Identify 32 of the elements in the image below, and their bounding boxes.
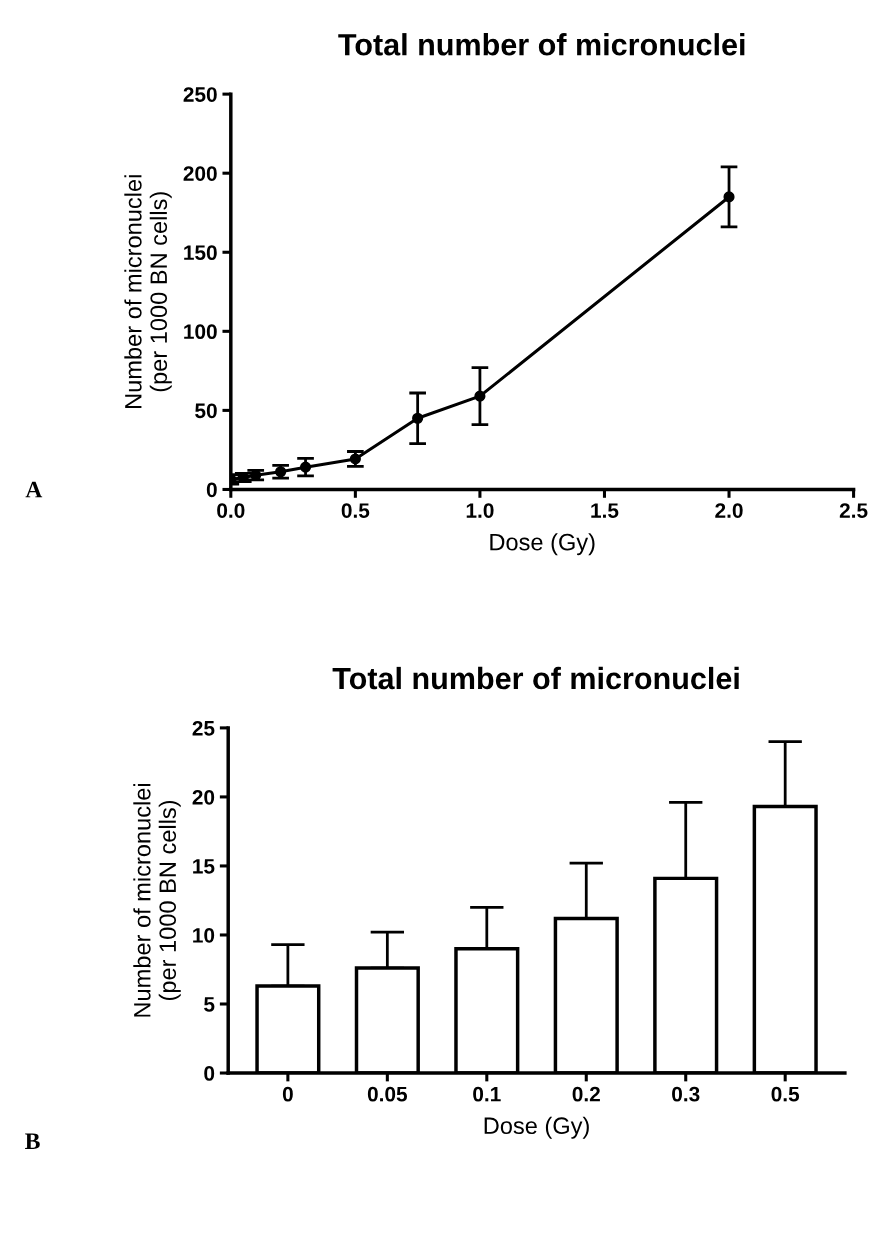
y-axis-title: Number of micronuclei (per 1000 BN cells) bbox=[133, 783, 181, 1017]
x-tick-label: 0.5 bbox=[341, 503, 370, 518]
y-tick-label: 20 bbox=[192, 789, 215, 805]
x-tick-label: 0.2 bbox=[572, 1086, 600, 1102]
x-tick-label: 0.0 bbox=[217, 503, 245, 518]
x-tick-label: 0.5 bbox=[771, 1086, 800, 1102]
y-tick-label: 15 bbox=[193, 859, 215, 874]
y-tick-label: 200 bbox=[183, 166, 217, 181]
x-tick-label: 1.0 bbox=[466, 503, 494, 518]
y-tick-label: 0 bbox=[206, 482, 217, 498]
x-tick-label: 0 bbox=[282, 1086, 293, 1102]
y-tick-label: 50 bbox=[195, 403, 217, 419]
x-axis-title: Dose (Gy) bbox=[490, 533, 595, 556]
x-tick-label: 2.5 bbox=[839, 503, 868, 518]
text: A bbox=[25, 481, 43, 498]
y-tick-label: 100 bbox=[184, 324, 217, 340]
x-axis-title: Dose (Gy) bbox=[484, 1116, 589, 1139]
x-tick-label: 1.5 bbox=[591, 503, 619, 518]
y-tick-label: 10 bbox=[193, 927, 215, 943]
y-tick-label: 150 bbox=[184, 245, 217, 261]
y-tick-label: 5 bbox=[204, 997, 215, 1012]
chart-title: Total number of micronuclei bbox=[338, 33, 745, 56]
y-tick-label: 0 bbox=[204, 1066, 215, 1081]
y-tick-label: 25 bbox=[192, 720, 215, 736]
x-tick-label: 0.05 bbox=[367, 1086, 408, 1102]
y-tick-label: 250 bbox=[183, 87, 217, 102]
x-tick-label: 0.3 bbox=[672, 1086, 700, 1102]
text: B bbox=[25, 1133, 40, 1150]
x-tick-label: 2.0 bbox=[715, 503, 743, 518]
x-tick-label: 0.1 bbox=[473, 1086, 501, 1102]
y-axis-title: Number of micronuclei (per 1000 BN cells) bbox=[124, 175, 172, 408]
chart-title: Total number of micronuclei bbox=[332, 666, 739, 690]
